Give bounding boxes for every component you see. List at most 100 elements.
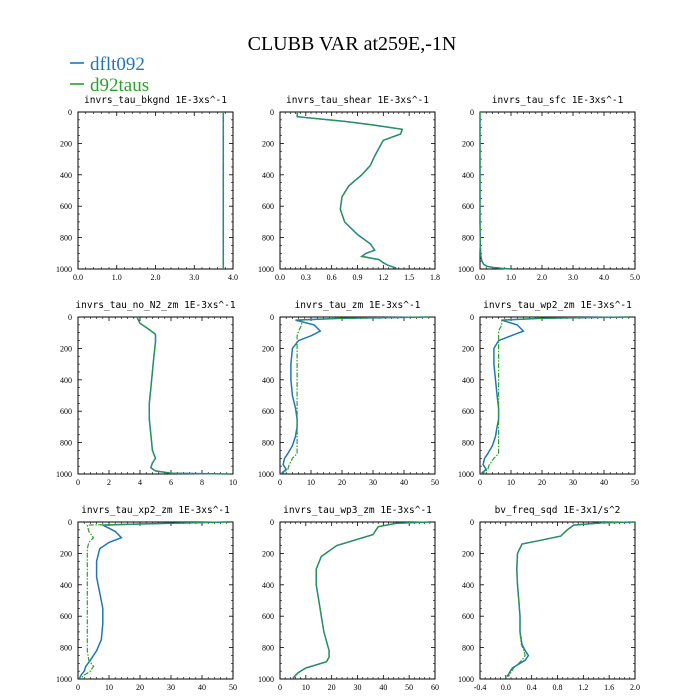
x-tick-label: 6 (169, 478, 173, 487)
x-tick-label: 20 (338, 478, 346, 487)
x-tick-label: 0 (76, 683, 80, 692)
y-tick-label: 200 (60, 549, 72, 558)
x-tick-label: 0 (278, 478, 282, 487)
y-tick-label: 400 (60, 171, 72, 180)
x-tick-label: 10 (105, 683, 113, 692)
panel-invrs-tau-xp2-zm: invrs_tau_xp2_zm 1E-3xs^-1 0 10 20 30 40 50 0 20… (56, 505, 237, 692)
y-tick-label: 800 (60, 439, 72, 448)
panel-title: invrs_tau_zm 1E-3xs^-1 (295, 300, 421, 311)
legend-label-dflt092: dflt092 (90, 54, 145, 75)
y-tick-label: 0 (270, 518, 274, 527)
x-tick-label: 2.0 (151, 273, 161, 282)
y-tick-label: 800 (462, 439, 474, 448)
y-tick-label: 200 (262, 549, 274, 558)
x-tick-label: 4.0 (228, 273, 238, 282)
y-tick-label: 600 (60, 202, 72, 211)
x-tick-label: 1.0 (112, 273, 122, 282)
series-line-d92taus (282, 316, 429, 474)
series-line-dflt092 (136, 316, 230, 475)
figure-title: CLUBB VAR at259E,-1N (248, 33, 457, 55)
y-tick-label: 800 (60, 644, 72, 653)
series-line-d92taus (479, 112, 512, 270)
x-tick-label: -0.4 (474, 683, 487, 692)
y-tick-label: 800 (262, 439, 274, 448)
panel-title: bv_freq_sqd 1E-3x1/s^2 (495, 505, 621, 516)
y-tick-label: 600 (262, 202, 274, 211)
y-tick-label: 200 (262, 344, 274, 353)
y-tick-label: 0 (270, 108, 274, 117)
x-tick-label: 8 (200, 478, 204, 487)
plot-frame (479, 521, 636, 680)
x-tick-label: 50 (431, 478, 439, 487)
panel-invrs-tau-shear: invrs_tau_shear 1E-3xs^-1 0.0 0.3 0.6 0.9 1.2… (258, 95, 440, 282)
panel-invrs-tau-no-N2-zm: invrs_tau_no_N2_zm 1E-3xs^-10 2 4 6 8 1002004… (56, 300, 237, 487)
panel-title: invrs_tau_wp2_zm 1E-3xs^-1 (483, 300, 632, 311)
y-tick-label: 0 (470, 518, 474, 527)
y-tick-label: 600 (60, 612, 72, 621)
y-tick-label: 200 (60, 139, 72, 148)
y-tick-label: 1000 (56, 265, 72, 274)
panel-bv-freq-sqd: bv_freq_sqd 1E-3x1/s^2 -0.4 0.0 0.4 0.8 1.2 1.… (458, 505, 640, 692)
x-tick-label: 0.9 (353, 273, 363, 282)
x-tick-label: 30 (354, 683, 362, 692)
y-tick-label: 400 (262, 581, 274, 590)
x-tick-label: 40 (600, 478, 608, 487)
panel-invrs-tau-zm: invrs_tau_zm 1E-3xs^-1 0 10 20 30 40 50 0 200 400… (258, 300, 439, 487)
y-tick-label: 400 (462, 171, 474, 180)
y-tick-label: 400 (60, 581, 72, 590)
y-tick-label: 400 (262, 171, 274, 180)
panel-title: invrs_tau_xp2_zm 1E-3xs^-1 (81, 505, 230, 516)
panel-title: invrs_tau_bkgnd 1E-3xs^-1 (84, 95, 227, 106)
y-tick-label: 600 (462, 612, 474, 621)
y-tick-label: 800 (60, 234, 72, 243)
y-tick-label: 0 (470, 313, 474, 322)
y-tick-label: 200 (262, 139, 274, 148)
series-line-d92taus (482, 316, 629, 474)
y-tick-label: 400 (262, 376, 274, 385)
x-tick-label: 40 (198, 683, 206, 692)
x-tick-label: 5.0 (630, 273, 640, 282)
series-line-dflt092 (292, 521, 430, 679)
x-tick-label: 40 (400, 478, 408, 487)
panel-invrs-tau-bkgnd: invrs_tau_bkgnd 1E-3xs^-1 0.0 1.0 2.0 3.0 4.0… (56, 95, 238, 282)
x-tick-label: 20 (136, 683, 144, 692)
x-tick-label: 50 (631, 478, 639, 487)
x-tick-label: 0.6 (327, 273, 337, 282)
series-line-d92taus (80, 521, 227, 679)
x-tick-label: 10 (229, 478, 237, 487)
y-tick-label: 0 (68, 313, 72, 322)
x-tick-label: 0.3 (301, 273, 311, 282)
x-tick-label: 0.0 (475, 273, 485, 282)
x-tick-label: 50 (229, 683, 237, 692)
x-tick-label: 10 (507, 478, 515, 487)
y-tick-label: 0 (470, 108, 474, 117)
y-tick-label: 800 (262, 644, 274, 653)
series-line-d92taus (507, 521, 636, 677)
y-tick-label: 800 (462, 234, 474, 243)
y-tick-label: 0 (68, 518, 72, 527)
x-tick-label: 50 (405, 683, 413, 692)
x-tick-label: 40 (379, 683, 387, 692)
y-tick-label: 400 (462, 581, 474, 590)
x-tick-label: 1.5 (404, 273, 414, 282)
y-tick-label: 1000 (458, 470, 474, 479)
x-tick-label: 30 (369, 478, 377, 487)
x-tick-label: 0.4 (527, 683, 537, 692)
x-tick-label: 4.0 (599, 273, 609, 282)
panel-invrs-tau-sfc: invrs_tau_sfc 1E-3xs^-1 0.0 1.0 2.0 3.0 4.0 5.… (458, 95, 640, 282)
y-tick-label: 1000 (56, 470, 72, 479)
y-tick-label: 200 (462, 139, 474, 148)
panel-title: invrs_tau_no_N2_zm 1E-3xs^-1 (75, 300, 235, 311)
plot-frame (279, 111, 436, 270)
y-tick-label: 800 (462, 644, 474, 653)
y-tick-label: 200 (60, 344, 72, 353)
y-tick-label: 1000 (258, 675, 274, 684)
y-tick-label: 1000 (56, 675, 72, 684)
x-tick-label: 20 (328, 683, 336, 692)
y-tick-label: 200 (462, 344, 474, 353)
series-line-d92taus (292, 521, 430, 679)
y-tick-label: 200 (462, 549, 474, 558)
y-tick-label: 0 (68, 108, 72, 117)
legend: dflt092 d92taus (70, 54, 149, 96)
